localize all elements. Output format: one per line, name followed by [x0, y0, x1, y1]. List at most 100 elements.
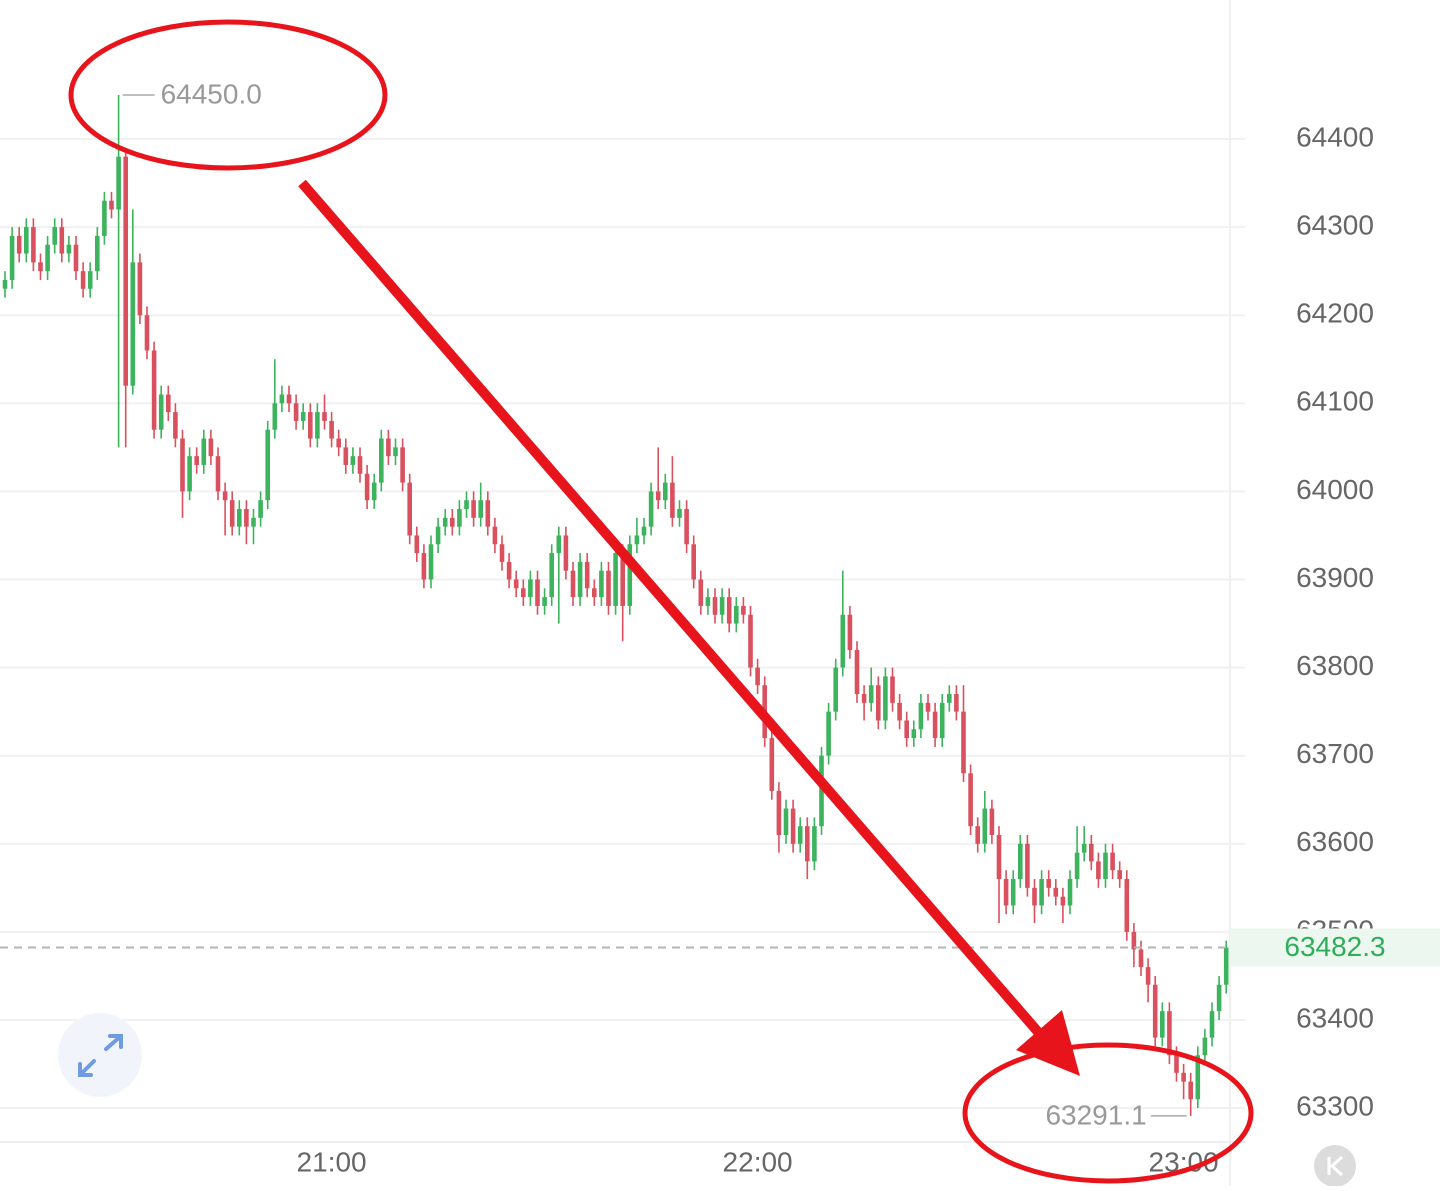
candle-body: [939, 702, 945, 739]
candle-body: [989, 808, 995, 835]
candle-body: [251, 517, 256, 527]
candle-body: [1053, 887, 1059, 897]
candle-body: [805, 826, 810, 862]
candle-body: [861, 694, 867, 703]
candle-body: [563, 535, 569, 571]
candle-body: [31, 227, 36, 263]
candle-body: [1145, 967, 1151, 985]
candle-body: [549, 553, 554, 598]
candle-body: [421, 553, 427, 580]
candle-body: [123, 156, 128, 386]
candle-body: [24, 227, 29, 254]
candle-body: [734, 605, 739, 624]
candle-body: [542, 597, 547, 606]
candle-body: [478, 500, 483, 518]
candle-body: [513, 579, 519, 589]
candle-body: [1223, 947, 1229, 985]
candle-body: [712, 597, 718, 615]
candle-body: [783, 808, 789, 835]
candle-body: [840, 614, 846, 668]
candle-body: [1003, 879, 1009, 906]
candle-body: [194, 456, 199, 465]
candle-body: [719, 597, 725, 615]
candle-body: [400, 447, 405, 483]
x-tick-label: 21:00: [297, 1146, 367, 1177]
trend-arrow: [298, 179, 1049, 1044]
candle-body: [9, 235, 15, 280]
candle-body: [577, 561, 583, 598]
y-tick-label: 63800: [1296, 650, 1374, 681]
candle-body: [237, 509, 242, 527]
candle-body: [1152, 984, 1158, 1038]
candle-body: [201, 438, 207, 465]
candle-body: [1039, 879, 1044, 906]
candle-body: [726, 597, 732, 624]
candle-body: [1025, 843, 1030, 888]
candle-body: [428, 544, 434, 580]
candle-body: [300, 412, 306, 421]
candle-body: [769, 738, 775, 791]
candle-body: [116, 156, 121, 210]
y-tick-label: 63900: [1296, 562, 1374, 593]
candle-body: [691, 544, 696, 580]
candle-body: [776, 790, 782, 835]
expand-icon: [78, 1034, 123, 1077]
candle-body: [1181, 1072, 1186, 1082]
candle-body: [450, 517, 455, 527]
candle-body: [606, 570, 611, 606]
candle-body: [826, 711, 831, 756]
candle-body: [315, 412, 320, 439]
candle-body: [1160, 1011, 1165, 1038]
candle-body: [1174, 1055, 1179, 1073]
candle-body: [1117, 870, 1122, 880]
candle-body: [677, 509, 682, 518]
candle-body: [847, 614, 853, 650]
candle-body: [166, 394, 171, 413]
candle-body: [904, 720, 909, 739]
candle-body: [790, 808, 796, 844]
candle-body: [925, 702, 931, 712]
candle-body: [379, 438, 384, 483]
candle-body: [876, 685, 881, 721]
candle-body: [386, 438, 391, 457]
candle-body: [506, 561, 512, 580]
candle-body: [1074, 852, 1080, 880]
candle-body: [407, 482, 412, 536]
k-button[interactable]: [1314, 1145, 1356, 1187]
y-tick-label: 64400: [1296, 121, 1374, 152]
candle-body: [350, 456, 356, 465]
candle-body: [1089, 843, 1094, 862]
candle-body: [663, 482, 668, 501]
candle-body: [1131, 931, 1137, 950]
y-tick-label: 63600: [1296, 826, 1374, 857]
candle-body: [1081, 843, 1087, 853]
candle-body: [244, 509, 249, 527]
low-label: 63291.1: [1045, 1099, 1146, 1130]
candle-body: [641, 526, 647, 536]
candle-body: [854, 649, 860, 695]
candle-body: [265, 429, 270, 501]
candle-body: [968, 773, 973, 827]
candle-body: [1195, 1055, 1201, 1100]
candle-body: [130, 262, 136, 386]
candle-body: [883, 676, 888, 721]
candle-body: [16, 235, 22, 254]
candle-body: [187, 456, 192, 492]
candle-body: [2, 279, 8, 289]
candle-body: [1103, 852, 1108, 880]
candle-body: [911, 729, 917, 739]
candle-body: [797, 826, 803, 844]
candle-body: [698, 579, 704, 606]
candle-body: [961, 711, 966, 774]
candle-body: [535, 579, 540, 606]
expand-button[interactable]: [58, 1013, 142, 1097]
candle-body: [457, 509, 462, 527]
candle-body: [229, 500, 235, 527]
y-tick-label: 64200: [1296, 298, 1374, 329]
arrow-head: [1016, 1010, 1080, 1076]
candle-body: [102, 200, 107, 236]
candle-body: [258, 500, 263, 518]
last-price-label: 63482.3: [1284, 931, 1385, 962]
candle-body: [1167, 1011, 1172, 1056]
